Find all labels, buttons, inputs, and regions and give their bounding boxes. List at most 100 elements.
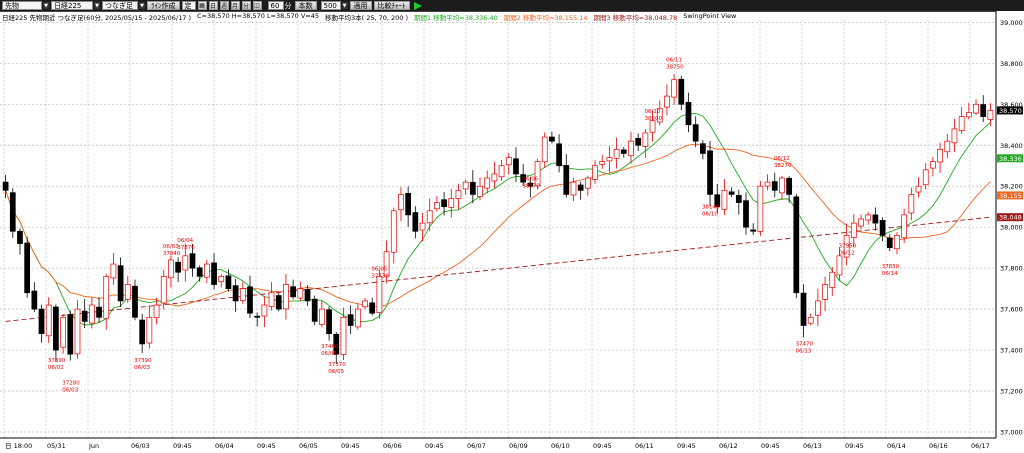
- candle-down: [9, 192, 16, 232]
- ma3-axis-label-bg: [997, 213, 1023, 222]
- candle-up: [362, 300, 368, 308]
- apply-button[interactable]: 適用: [349, 1, 372, 10]
- chevron-down-icon[interactable]: ▼: [43, 2, 49, 9]
- time-tick-label: 06/14: [887, 442, 906, 450]
- candle-down: [700, 143, 706, 154]
- candle-up: [204, 263, 210, 278]
- symbol-select[interactable]: 日経225: [51, 1, 93, 10]
- candle-down: [175, 261, 181, 273]
- swing-marker-date: 37280: [62, 381, 80, 387]
- grid-icon[interactable]: ▦: [197, 1, 207, 10]
- bars-button[interactable]: 本数: [294, 1, 317, 10]
- candle-up: [908, 194, 915, 214]
- bars-field[interactable]: 500: [320, 1, 341, 10]
- candle-up: [340, 316, 347, 355]
- candle-up: [319, 308, 325, 325]
- ma2-readout: 期間2 移動平均=38,155.14: [503, 14, 588, 22]
- draw-line-button[interactable]: ﾗｲﾝ作成: [147, 1, 180, 10]
- candle-up: [901, 214, 908, 239]
- swing-marker-price: 06/05: [321, 351, 337, 357]
- ma3-axis-label: 38,048: [999, 214, 1022, 222]
- chevron-down-icon[interactable]: ▼: [94, 2, 100, 9]
- candle-down: [304, 289, 311, 302]
- candle-down: [469, 181, 476, 195]
- candle-up: [448, 198, 455, 208]
- minutes-unit: 分: [284, 1, 292, 10]
- draw-line-label: ﾗｲﾝ作成: [151, 1, 176, 10]
- minute-icon[interactable]: 分: [241, 1, 251, 10]
- candle-up: [930, 161, 936, 169]
- time-tick-label: 06/12: [719, 442, 738, 450]
- candle-up: [74, 308, 81, 355]
- candle-down: [513, 158, 519, 175]
- swing-marker-price: 37840: [163, 251, 181, 257]
- symbol-label: 日経225: [54, 1, 82, 10]
- ma2-axis-label-bg: [997, 191, 1023, 200]
- day-icon[interactable]: 日: [208, 1, 218, 10]
- minutes-value: 60: [270, 1, 280, 10]
- compare-chart-label: 比較ﾁｬｰﾄ: [377, 1, 406, 10]
- candle-down: [735, 194, 742, 203]
- candle-up: [858, 218, 864, 227]
- settle-field[interactable]: 定: [181, 1, 196, 10]
- candle-up: [764, 181, 771, 187]
- candle-up: [88, 304, 95, 324]
- candle-down: [67, 314, 74, 355]
- candle-down: [743, 200, 749, 228]
- tick-icon[interactable]: ◫: [252, 1, 262, 10]
- candle-up: [656, 108, 663, 123]
- week-icon[interactable]: 週: [219, 1, 229, 10]
- candle-down: [53, 306, 59, 351]
- candle-down: [326, 309, 332, 335]
- swing-marker-date: 37460: [321, 344, 339, 350]
- candle-up: [944, 140, 951, 153]
- candle-up: [477, 185, 483, 197]
- swing-marker-price: 37730: [371, 273, 389, 279]
- flag-icon[interactable]: [413, 1, 422, 10]
- time-tick-label: 06/03: [131, 442, 150, 450]
- swing-marker-price: 06/14: [882, 271, 898, 277]
- ma1-axis-label-bg: [997, 154, 1023, 163]
- candle-down: [347, 314, 354, 326]
- minutes-field[interactable]: 60: [267, 1, 284, 10]
- chevron-down-icon[interactable]: ▼: [139, 2, 145, 9]
- swing-marker-date: 06/05: [371, 266, 387, 272]
- candle-down: [31, 290, 38, 310]
- compare-chart-button[interactable]: 比較ﾁｬｰﾄ: [373, 1, 410, 10]
- swing-marker-price: 06/05: [328, 369, 344, 375]
- price-tick-label: 37,800: [1000, 265, 1023, 273]
- swing-marker-price: 38270: [774, 163, 792, 169]
- candle-up: [606, 157, 613, 162]
- candle-down: [771, 181, 778, 191]
- candle-up: [182, 255, 189, 271]
- candle-up: [671, 79, 677, 98]
- swing-marker-date: 37390: [48, 358, 66, 364]
- ohlc-readout: C=38,570 H=38,570 L=38,570 V=45: [197, 12, 319, 20]
- time-tick-label: 06/05: [299, 442, 318, 450]
- chevron-down-icon[interactable]: ▼: [341, 2, 348, 9]
- contract-label: つなぎ足: [105, 1, 133, 10]
- candle-down: [232, 285, 239, 302]
- time-tick-label: 09:45: [593, 442, 612, 450]
- candle-down: [872, 214, 879, 224]
- candle-up: [592, 165, 598, 180]
- price-axis-panel: [996, 11, 1024, 453]
- marker-layer: 3739006/023728006/0306/03378403739006/03…: [48, 58, 900, 394]
- candle-up: [455, 189, 462, 199]
- candle-down: [685, 101, 692, 126]
- candle-down: [620, 149, 627, 154]
- candle-up: [664, 95, 670, 108]
- contract-select[interactable]: つなぎ足: [102, 1, 138, 10]
- month-icon[interactable]: 月: [230, 1, 240, 10]
- candle-up: [822, 284, 828, 300]
- toolbar: 先物 ▼ 日経225 ▼ つなぎ足 ▼ ﾗｲﾝ作成 定 ▦ 日 週 月 分 ◫ …: [0, 0, 1024, 12]
- candle-up: [462, 181, 469, 190]
- candle-up: [146, 316, 153, 344]
- instrument-select[interactable]: 先物: [2, 1, 42, 10]
- candle-up: [434, 202, 440, 210]
- candle-up: [239, 288, 246, 301]
- ma1-readout: 期間1 移動平均=38,336.40: [414, 14, 498, 22]
- price-tick-label: 37,200: [1000, 388, 1023, 396]
- price-tick-label: 38,800: [1000, 60, 1023, 68]
